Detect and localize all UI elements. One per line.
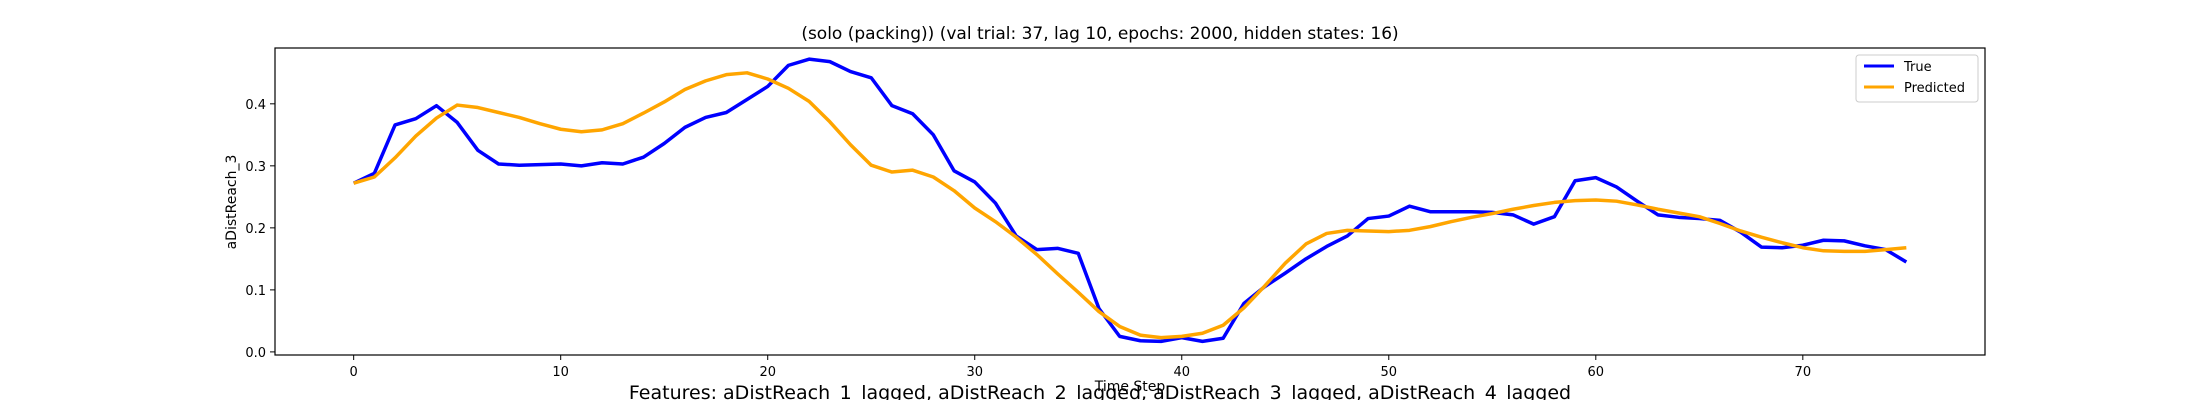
series-layer <box>352 57 1908 344</box>
chart-title: (solo (packing)) (val trial: 37, lag 10,… <box>801 24 1398 44</box>
y-axis-ticks: 0.0 0.1 0.2 0.3 0.4 <box>245 98 275 361</box>
features-caption: Features: aDistReach_1_lagged, aDistReac… <box>629 382 1571 400</box>
y-tick-label: 0.2 <box>245 222 266 237</box>
x-tick-label: 10 <box>552 365 569 380</box>
y-tick-label: 0.3 <box>245 160 266 175</box>
x-axis-label: Time Step <box>1094 379 1166 395</box>
series-line-predicted <box>353 71 1907 340</box>
legend: True Predicted <box>1855 54 1979 103</box>
legend-label-predicted: Predicted <box>1904 81 1965 96</box>
x-tick-label: 0 <box>350 365 358 380</box>
y-tick-label: 0.4 <box>245 98 266 113</box>
x-tick-label: 40 <box>1173 365 1190 380</box>
x-tick-label: 70 <box>1795 365 1812 380</box>
y-tick-label: 0.0 <box>245 346 266 361</box>
legend-label-true: True <box>1903 60 1932 75</box>
series-line-true <box>352 57 1908 344</box>
x-tick-label: 50 <box>1381 365 1398 380</box>
x-tick-label: 60 <box>1588 365 1605 380</box>
y-axis-label: aDistReach_3 <box>224 155 240 250</box>
x-tick-label: 20 <box>759 365 776 380</box>
axes-frame <box>274 47 1986 356</box>
x-tick-label: 30 <box>966 365 983 380</box>
y-tick-label: 0.1 <box>245 284 266 299</box>
x-axis-ticks: 0 10 20 30 40 50 60 70 <box>350 355 1812 380</box>
